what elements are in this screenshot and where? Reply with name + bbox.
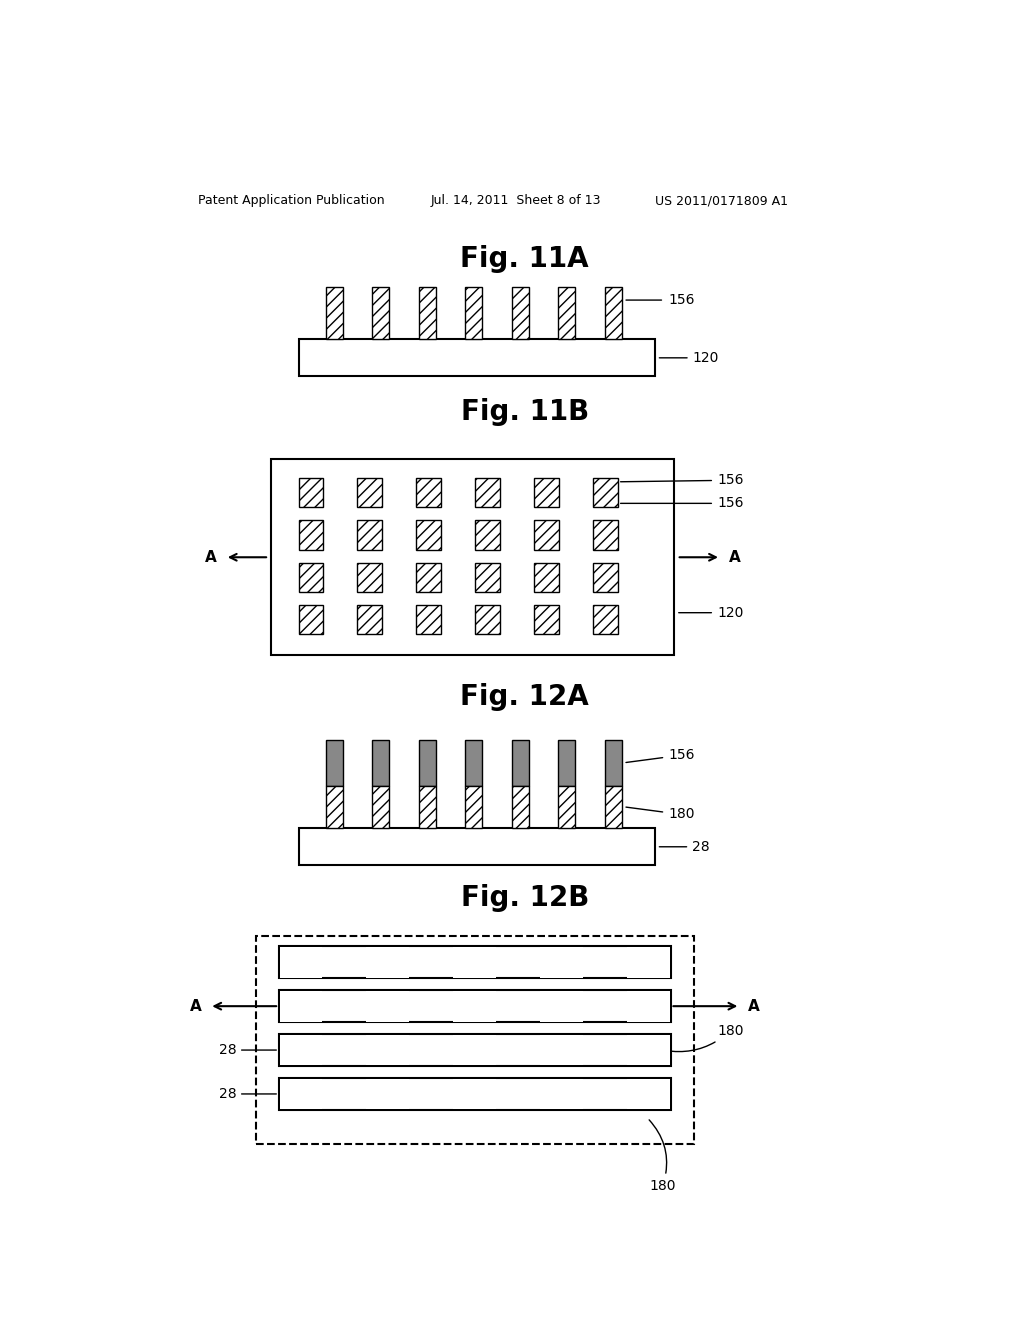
Bar [417,520,441,549]
Bar [326,785,343,829]
Text: Fig. 11A: Fig. 11A [461,244,589,272]
Bar [417,478,441,507]
Bar [454,1078,497,1109]
Bar [475,520,500,549]
Bar [419,286,435,339]
Text: 180: 180 [649,1119,676,1193]
Bar [280,946,671,978]
Bar [593,520,617,549]
Bar [419,739,435,785]
Bar [372,785,389,829]
Bar [465,785,482,829]
Bar [271,459,675,655]
Bar [367,1078,410,1109]
Bar [593,605,617,635]
Bar [326,739,343,785]
Bar [465,739,482,785]
Bar [541,1035,583,1065]
Bar [628,991,670,1022]
Bar [357,520,382,549]
Bar [475,478,500,507]
Text: Fig. 11B: Fig. 11B [461,399,589,426]
Bar [593,478,617,507]
Text: Fig. 12A: Fig. 12A [461,684,589,711]
Bar [280,991,323,1022]
Bar [280,1035,323,1065]
Text: 156: 156 [621,474,743,487]
Text: 28: 28 [219,1043,237,1057]
Bar [535,520,559,549]
Bar [280,1077,671,1110]
Bar [454,991,497,1022]
Bar [280,946,323,978]
Bar [299,478,324,507]
Bar [628,946,670,978]
Bar [541,1078,583,1109]
Bar [475,562,500,591]
Bar [535,605,559,635]
Bar [475,605,500,635]
Bar [367,946,410,978]
Bar [299,520,324,549]
Bar [367,1035,410,1065]
Bar [604,286,622,339]
Bar [535,562,559,591]
Bar [628,1078,670,1109]
Bar [541,946,583,978]
Bar [417,605,441,635]
Text: Fig. 12B: Fig. 12B [461,883,589,912]
Text: A: A [748,999,760,1014]
Text: A: A [189,999,202,1014]
Bar [357,562,382,591]
Bar [558,785,575,829]
Bar [541,991,583,1022]
Bar [280,1034,671,1067]
Bar [558,739,575,785]
Bar [299,562,324,591]
Text: A: A [206,549,217,565]
Text: US 2011/0171809 A1: US 2011/0171809 A1 [655,194,788,207]
Bar [558,286,575,339]
Bar [372,286,389,339]
Bar [357,478,382,507]
Text: 180: 180 [666,1024,743,1052]
Text: 120: 120 [679,606,743,619]
Text: 156: 156 [621,496,743,511]
Bar [299,605,324,635]
Text: 28: 28 [659,840,710,854]
Bar [417,562,441,591]
Bar [280,990,671,1022]
Text: 120: 120 [692,351,719,364]
Bar [454,946,497,978]
Bar [593,562,617,591]
Text: 156: 156 [626,748,694,763]
Bar [628,1035,670,1065]
Bar [299,829,655,866]
Bar [604,785,622,829]
Text: 28: 28 [219,1086,237,1101]
Bar [367,991,410,1022]
Bar [299,339,655,376]
Text: 156: 156 [669,293,694,308]
Bar [372,739,389,785]
Text: 180: 180 [626,807,694,821]
Text: Patent Application Publication: Patent Application Publication [198,194,384,207]
Text: Jul. 14, 2011  Sheet 8 of 13: Jul. 14, 2011 Sheet 8 of 13 [430,194,601,207]
Bar [357,605,382,635]
Bar [512,739,528,785]
Bar [465,286,482,339]
Bar [604,739,622,785]
Bar [454,1035,497,1065]
Bar [280,1078,323,1109]
Bar [512,286,528,339]
Bar [256,936,693,1144]
Bar [535,478,559,507]
Bar [512,785,528,829]
Bar [419,785,435,829]
Text: A: A [729,549,740,565]
Bar [326,286,343,339]
